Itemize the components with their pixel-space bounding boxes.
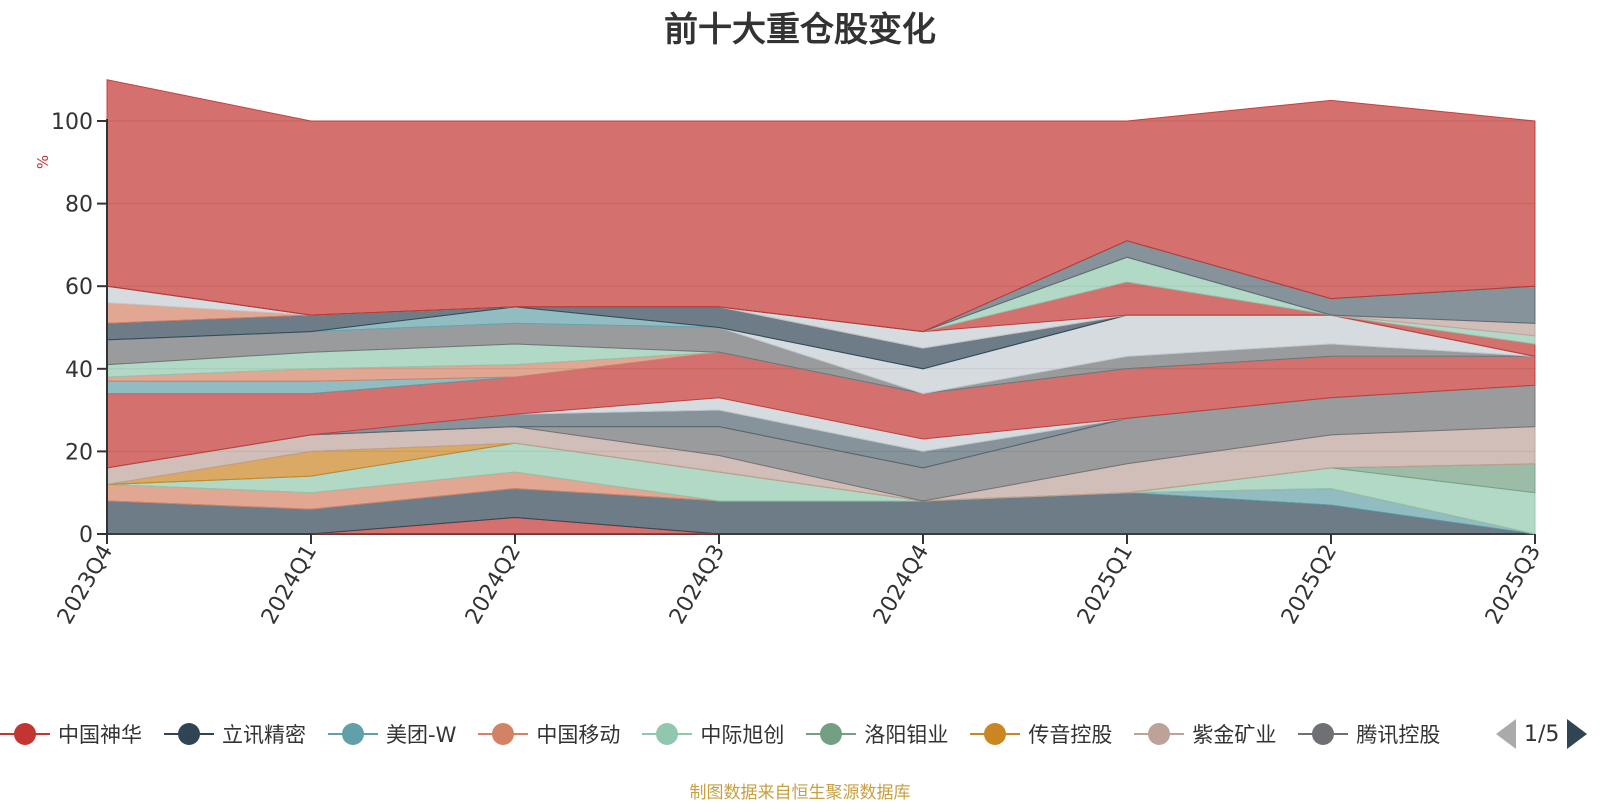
y-tick-label: 100 [51,110,93,135]
y-tick-label: 80 [65,193,93,218]
legend-label: 中国神华 [58,723,142,747]
x-tick-label: 2024Q2 [461,541,526,629]
area-series [106,79,1536,535]
legend-item[interactable]: 美团-W [328,719,456,749]
legend-prev-icon[interactable] [1496,719,1516,749]
chart-title: 前十大重仓股变化 [664,10,936,50]
x-tick-label: 2024Q4 [869,541,934,629]
y-tick-label: 0 [79,523,93,548]
legend-page-indicator: 1/5 [1524,721,1560,747]
x-tick-label: 2025Q1 [1073,541,1138,629]
legend-marker-icon [1298,722,1349,746]
legend-item[interactable]: 腾讯控股 [1298,719,1440,749]
legend-item[interactable]: 中际旭创 [642,719,784,749]
y-tick-label: 20 [65,440,93,465]
legend-next-icon[interactable] [1567,719,1588,749]
legend-marker-icon [478,722,529,746]
legend-marker-icon [0,722,50,746]
y-axis-label: % [34,155,52,169]
x-tick-label: 2024Q3 [665,541,730,629]
legend-label: 传音控股 [1028,723,1113,747]
source-note: 制图数据来自恒生聚源数据库 [689,783,911,803]
x-tick-label: 2024Q1 [257,541,322,629]
legend-item[interactable]: 洛阳钼业 [806,719,948,749]
legend-pager: 1/5 [1496,716,1600,752]
x-tick-label: 2023Q4 [53,541,118,629]
legend: 中国神华 立讯精密 美团-W 中国移动 中际旭创 洛阳钼业 传音控股 紫金矿业 腾讯控股 [0,716,1490,752]
legend-label: 紫金矿业 [1192,723,1277,747]
legend-label: 美团-W [386,723,457,747]
legend-label: 腾讯控股 [1356,723,1441,747]
legend-item[interactable]: 中国神华 [0,719,142,749]
legend-marker-icon [164,722,214,746]
legend-label: 中国移动 [536,723,621,747]
legend-label: 洛阳钼业 [864,723,949,747]
legend-marker-icon [970,722,1021,746]
legend-label: 立讯精密 [222,723,306,747]
x-tick-label: 2025Q3 [1481,541,1546,629]
y-tick-label: 60 [65,275,93,300]
legend-label: 中际旭创 [700,723,785,747]
area-series-26[interactable] [106,79,1536,333]
legend-item[interactable]: 中国移动 [478,719,620,749]
legend-marker-icon [328,722,378,746]
y-tick-label: 40 [65,358,93,383]
legend-marker-icon [806,722,857,746]
legend-marker-icon [642,722,693,746]
legend-item[interactable]: 传音控股 [970,719,1112,749]
legend-item[interactable]: 紫金矿业 [1134,719,1276,749]
x-tick-label: 2025Q2 [1277,541,1342,629]
legend-marker-icon [1134,722,1185,746]
legend-item[interactable]: 立讯精密 [164,719,306,749]
